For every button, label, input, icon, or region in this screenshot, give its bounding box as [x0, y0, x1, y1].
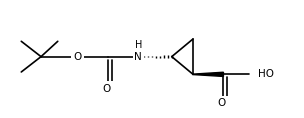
- Text: O: O: [102, 84, 111, 93]
- Text: O: O: [73, 52, 82, 62]
- Text: O: O: [218, 98, 226, 108]
- Polygon shape: [193, 72, 223, 76]
- Text: H: H: [135, 40, 142, 50]
- Text: N: N: [134, 52, 142, 62]
- Text: HO: HO: [258, 69, 275, 79]
